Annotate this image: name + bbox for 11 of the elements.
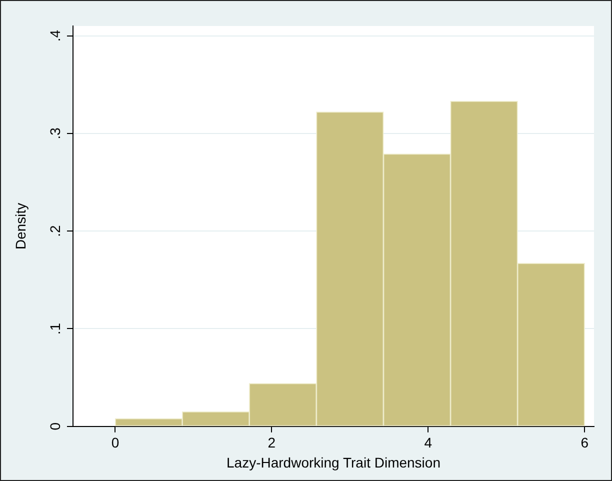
y-tick-label: .1: [46, 322, 63, 335]
x-axis-title: Lazy-Hardworking Trait Dimension: [226, 454, 440, 470]
x-tick-label: 2: [268, 434, 276, 451]
x-tick-label: 4: [424, 434, 432, 451]
x-tick-label: 6: [580, 434, 589, 451]
y-tick-label: .3: [46, 127, 63, 140]
x-tick-label: 0: [111, 434, 120, 451]
y-tick-label: .2: [46, 225, 63, 237]
y-axis-title: Density: [12, 202, 28, 250]
y-tick-label: .4: [46, 30, 63, 42]
y-tick-label: 0: [46, 422, 63, 430]
